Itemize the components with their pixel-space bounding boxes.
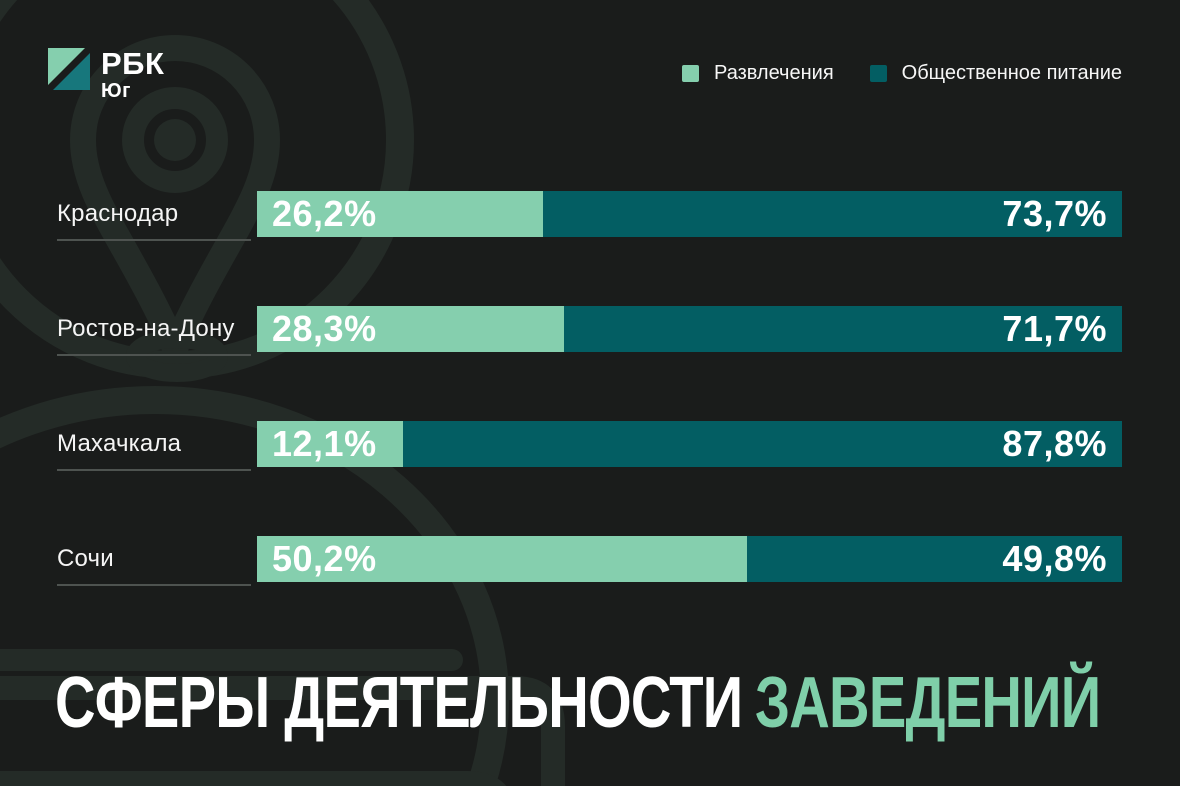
legend-label-catering: Общественное питание — [901, 62, 1122, 84]
chart-row-krasnodar: Краснодар 26,2% 73,7% — [57, 191, 1122, 241]
segment-value-catering: 87,8% — [1002, 423, 1107, 464]
segment-value-entertainment: 28,3% — [272, 308, 377, 349]
legend-item-catering: Общественное питание — [869, 62, 1122, 85]
city-label-cell: Ростов-на-Дону — [57, 306, 251, 356]
rbc-logo-mark-icon — [48, 48, 90, 90]
bar-segment-entertainment: 26,2% — [257, 191, 544, 237]
segment-value-catering: 73,7% — [1002, 193, 1107, 234]
city-label: Махачкала — [57, 430, 182, 457]
city-label-cell: Сочи — [57, 536, 251, 586]
chart-title: СФЕРЫ ДЕЯТЕЛЬНОСТИ ЗАВЕДЕНИЙ — [55, 667, 1101, 739]
city-label-cell: Краснодар — [57, 191, 251, 241]
stacked-bar: 50,2% 49,8% — [257, 536, 1122, 582]
brand-logo: РБК Юг — [48, 48, 164, 101]
bar-segment-catering: 73,7% — [543, 191, 1122, 237]
segment-value-entertainment: 26,2% — [272, 193, 377, 234]
bar-segment-entertainment: 12,1% — [257, 421, 404, 467]
chart-row-rostov: Ростов-на-Дону 28,3% 71,7% — [57, 306, 1122, 356]
city-label-cell: Махачкала — [57, 421, 251, 471]
stacked-bar-chart: Краснодар 26,2% 73,7% Ростов-на-Дону 28,… — [57, 191, 1122, 651]
legend-item-entertainment: Развлечения — [682, 62, 834, 85]
brand-region: Юг — [101, 80, 131, 102]
legend-label-entertainment: Развлечения — [714, 62, 834, 84]
brand-name: РБК — [101, 46, 165, 81]
city-label: Ростов-на-Дону — [57, 315, 235, 342]
bar-segment-catering: 87,8% — [403, 421, 1122, 467]
bar-segment-entertainment: 28,3% — [257, 306, 565, 352]
segment-value-catering: 71,7% — [1002, 308, 1107, 349]
segment-value-catering: 49,8% — [1002, 538, 1107, 579]
city-label: Сочи — [57, 545, 114, 572]
chart-row-sochi: Сочи 50,2% 49,8% — [57, 536, 1122, 586]
legend-swatch-entertainment — [682, 65, 700, 82]
chart-title-white: СФЕРЫ ДЕЯТЕЛЬНОСТИ — [55, 663, 743, 743]
stacked-bar: 28,3% 71,7% — [257, 306, 1122, 352]
bar-segment-entertainment: 50,2% — [257, 536, 747, 582]
chart-title-green: ЗАВЕДЕНИЙ — [754, 663, 1101, 743]
stacked-bar: 26,2% 73,7% — [257, 191, 1122, 237]
city-label: Краснодар — [57, 200, 179, 227]
segment-value-entertainment: 12,1% — [272, 423, 377, 464]
bar-segment-catering: 49,8% — [746, 536, 1122, 582]
stacked-bar: 12,1% 87,8% — [257, 421, 1122, 467]
legend-swatch-catering — [869, 65, 887, 82]
bar-segment-catering: 71,7% — [564, 306, 1122, 352]
chart-legend: Развлечения Общественное питание — [682, 62, 1122, 85]
segment-value-entertainment: 50,2% — [272, 538, 377, 579]
chart-row-makhachkala: Махачкала 12,1% 87,8% — [57, 421, 1122, 471]
